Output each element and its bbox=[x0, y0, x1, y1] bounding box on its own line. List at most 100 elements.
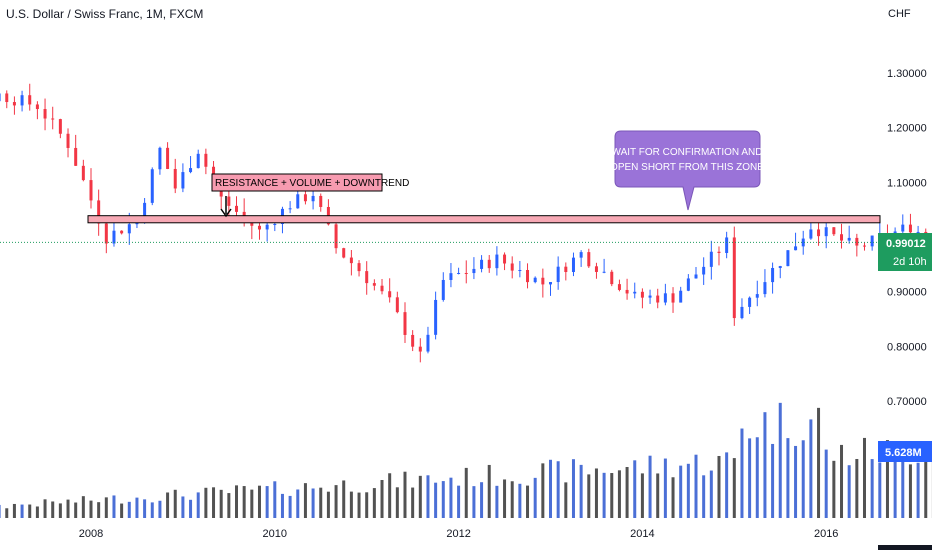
candle-body bbox=[20, 95, 24, 106]
candle-body bbox=[549, 282, 552, 285]
candle-body bbox=[273, 224, 277, 226]
volume-bar bbox=[709, 470, 713, 518]
price-axis[interactable]: 1.30000 1.20000 1.10000 0.90000 0.80000 0.700… bbox=[887, 68, 927, 408]
candle-body bbox=[656, 295, 660, 303]
callout-line-2: OPEN SHORT FROM THIS ZONE bbox=[610, 162, 764, 173]
time-axis[interactable]: 06200820102012201420162018202020222024 bbox=[0, 528, 932, 540]
volume-bar bbox=[212, 487, 216, 518]
volume-bar bbox=[58, 503, 62, 518]
volume-bar bbox=[166, 492, 170, 518]
volume-bar bbox=[219, 489, 223, 518]
candle-body bbox=[786, 250, 790, 267]
volume-bar bbox=[671, 477, 675, 518]
candle-body bbox=[541, 277, 545, 285]
candle-body bbox=[418, 346, 422, 352]
candle-body bbox=[349, 257, 353, 264]
volume-bar bbox=[143, 499, 147, 518]
resistance-zone[interactable] bbox=[87, 215, 881, 224]
candle-body bbox=[150, 169, 154, 203]
price-tick-label: 1.30000 bbox=[887, 68, 927, 80]
volume-bar bbox=[725, 452, 729, 518]
candle-body bbox=[732, 237, 736, 319]
candle-body bbox=[717, 251, 721, 254]
candle-body bbox=[610, 271, 614, 285]
volume-bar bbox=[227, 493, 231, 518]
volume-bar bbox=[28, 504, 32, 518]
candle-body bbox=[832, 227, 836, 235]
candle-body bbox=[648, 295, 652, 298]
volume-bar bbox=[372, 488, 376, 518]
volume-bar bbox=[549, 459, 552, 518]
candle-body bbox=[449, 273, 453, 280]
volume-bar bbox=[296, 489, 300, 518]
volume-bar bbox=[434, 482, 438, 518]
axis-corner bbox=[878, 545, 932, 550]
volume-bar bbox=[120, 503, 124, 518]
candle-body bbox=[824, 227, 828, 237]
candle-body bbox=[43, 109, 47, 119]
price-badge-countdown: 2d 10h bbox=[893, 256, 927, 268]
candle-body bbox=[74, 147, 78, 166]
candle-body bbox=[319, 195, 323, 207]
candle-body bbox=[763, 282, 767, 295]
price-tick-label: 0.80000 bbox=[887, 341, 927, 353]
volume-bar bbox=[824, 449, 828, 518]
volume-bar bbox=[755, 437, 759, 518]
candle-body bbox=[594, 266, 598, 272]
candle-body bbox=[158, 147, 162, 170]
volume-bar bbox=[640, 473, 644, 518]
candle-body bbox=[441, 279, 445, 300]
candle-body bbox=[801, 238, 805, 247]
candle-body bbox=[533, 277, 537, 283]
volume-bar bbox=[862, 437, 866, 518]
candle-body bbox=[380, 285, 384, 292]
volume-bar bbox=[732, 458, 736, 518]
volume-bar bbox=[786, 438, 790, 518]
candle-body bbox=[503, 254, 507, 264]
candle-body bbox=[12, 102, 16, 106]
candle-body bbox=[755, 294, 759, 298]
candle-body bbox=[901, 224, 905, 232]
candle-body bbox=[817, 229, 821, 237]
candle-body bbox=[388, 291, 392, 298]
volume-bar bbox=[694, 454, 698, 518]
candle-body bbox=[472, 268, 476, 274]
volume-bar bbox=[817, 407, 821, 518]
candle-body bbox=[487, 259, 491, 269]
candle-body bbox=[66, 133, 70, 148]
volume-bar bbox=[426, 475, 430, 518]
volume-bar bbox=[97, 502, 101, 518]
candle-body bbox=[58, 119, 62, 134]
volume-bar bbox=[441, 481, 445, 518]
candle-body bbox=[127, 224, 131, 234]
candle-body bbox=[112, 230, 116, 244]
volume-bar bbox=[104, 497, 108, 518]
volume-bar bbox=[594, 468, 598, 518]
candle-body bbox=[480, 259, 484, 269]
candle-body bbox=[625, 289, 629, 294]
candle-body bbox=[181, 172, 185, 189]
candle-body bbox=[725, 237, 729, 254]
volume-bar bbox=[342, 480, 346, 518]
volume-bar bbox=[633, 460, 637, 518]
candle-body bbox=[104, 223, 108, 244]
candle-body bbox=[633, 291, 637, 294]
candle-body bbox=[457, 272, 461, 274]
volume-bar bbox=[679, 465, 683, 518]
volume-bar bbox=[487, 464, 491, 518]
candle-body bbox=[189, 168, 193, 173]
candle-body bbox=[166, 147, 170, 169]
volume-bar bbox=[158, 500, 162, 518]
volume-bar bbox=[480, 482, 484, 518]
candle-body bbox=[510, 263, 514, 271]
volume-bars bbox=[0, 402, 932, 518]
candle-body bbox=[342, 248, 346, 258]
down-arrow-icon bbox=[220, 196, 232, 218]
candle-body bbox=[265, 224, 269, 230]
volume-bar bbox=[870, 459, 874, 518]
volume-bar bbox=[526, 485, 530, 518]
candle-body bbox=[809, 229, 813, 239]
volume-bar bbox=[257, 485, 261, 518]
volume-bar bbox=[556, 461, 560, 518]
